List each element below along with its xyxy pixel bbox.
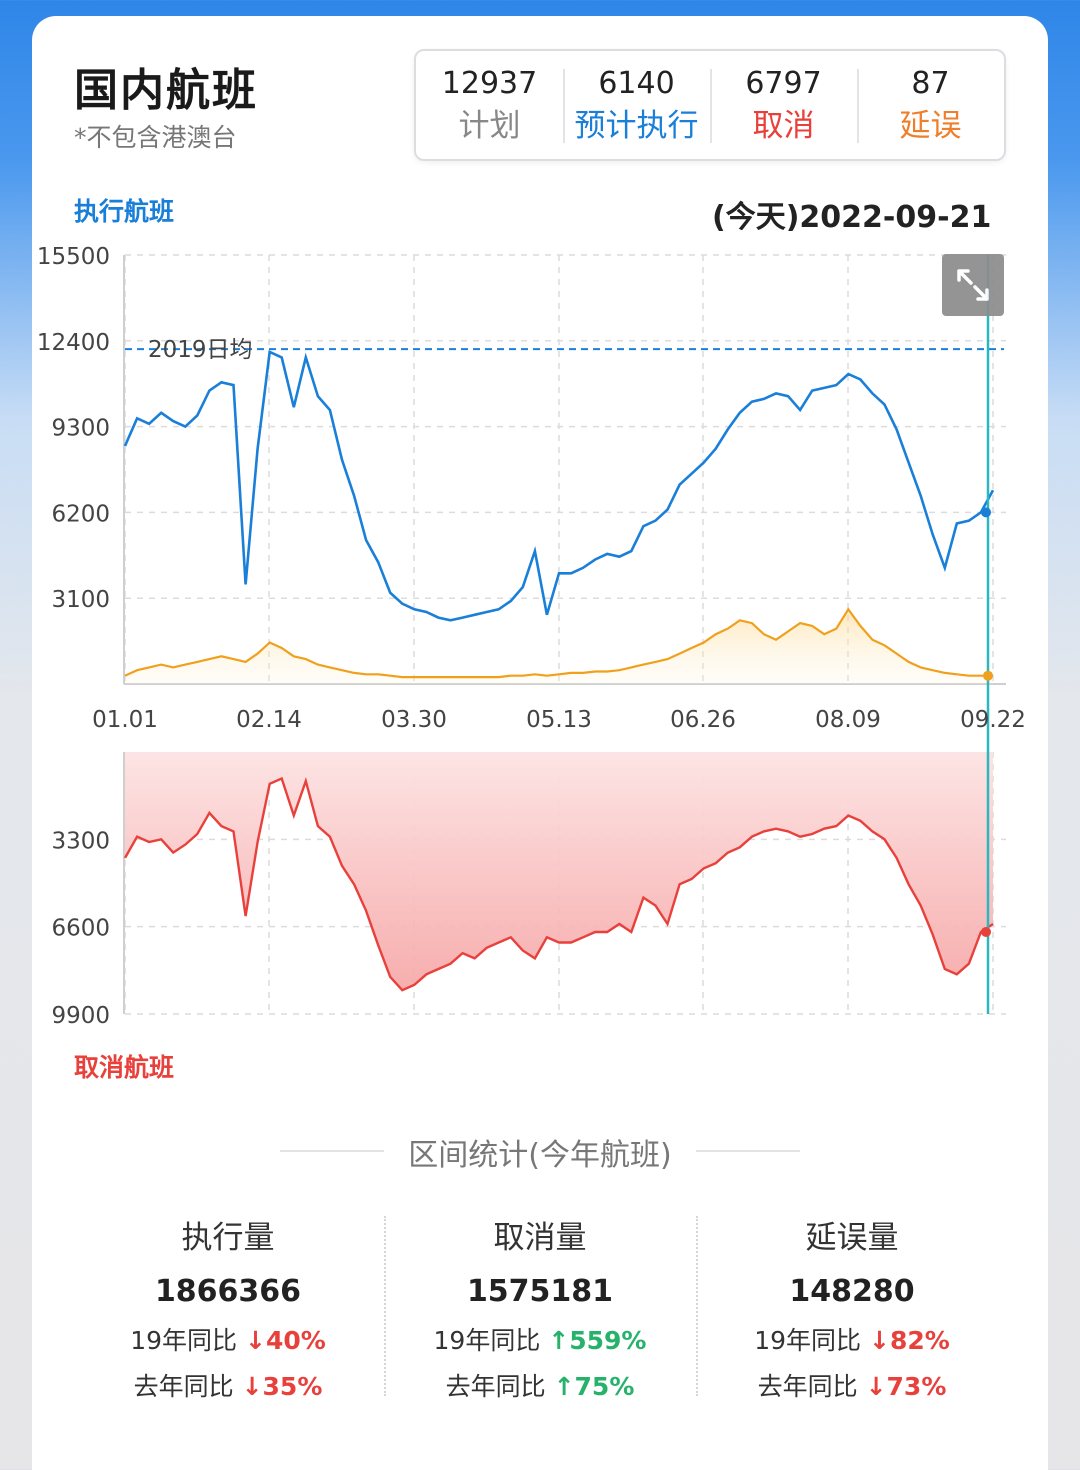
arrow-down-icon: ↓ [244, 1326, 266, 1355]
summary-executed-value: 1866366 [154, 1274, 302, 1309]
summary-executed-yoy: 去年同比 ↓35% [72, 1364, 384, 1410]
cancelled-series-line [123, 776, 994, 992]
divider-left [280, 1150, 384, 1152]
stat-delayed[interactable]: 87 延误 [857, 51, 1004, 159]
summary-cancelled-yoy19: 19年同比 ↑559% [384, 1318, 696, 1364]
yoy19-value: 40% [265, 1326, 326, 1355]
yoy19-value: 559% [569, 1326, 647, 1355]
yoy-label: 去年同比 [133, 1372, 234, 1401]
yoy-label: 去年同比 [757, 1372, 858, 1401]
stat-cancelled[interactable]: 6797 取消 [710, 51, 857, 159]
summary-header: 区间统计(今年航班) [280, 1130, 800, 1174]
summary-cancelled: 取消量 1575181 19年同比 ↑559% 去年同比 ↑75% [384, 1210, 696, 1410]
x-tick-label: 03.30 [381, 707, 447, 733]
yoy19-label: 19年同比 [754, 1326, 862, 1355]
executed-legend: 执行航班 [74, 197, 175, 226]
yoy-label: 去年同比 [445, 1372, 546, 1401]
summary-cancelled-yoy: 去年同比 ↑75% [384, 1364, 696, 1410]
reference-line-label: 2019日均 [148, 337, 253, 363]
y-tick-label: 6600 [51, 916, 110, 942]
summary-executed: 执行量 1866366 19年同比 ↓40% 去年同比 ↓35% [72, 1210, 384, 1410]
x-tick-label: 02.14 [236, 707, 302, 733]
yoy-value: 35% [262, 1372, 323, 1401]
summary-delayed-yoy: 去年同比 ↓73% [696, 1364, 1008, 1410]
y-tick-label: 9900 [51, 1003, 110, 1029]
arrow-down-icon: ↓ [868, 1326, 890, 1355]
current-date: (今天)2022-09-21 [712, 200, 992, 235]
y-tick-label: 3300 [51, 828, 110, 854]
y-tick-label: 12400 [37, 330, 110, 356]
delayed-current-point [983, 670, 993, 681]
arrow-up-icon: ↑ [553, 1372, 575, 1401]
x-tick-label: 08.09 [815, 707, 881, 733]
daily-stats-panel: 12937 计划 6140 预计执行 6797 取消 87 延误 [414, 49, 1006, 161]
summary-delayed-yoy19: 19年同比 ↓82% [696, 1318, 1008, 1364]
x-tick-label: 01.01 [92, 707, 158, 733]
y-tick-label: 9300 [51, 416, 110, 442]
yoy19-label: 19年同比 [130, 1326, 238, 1355]
divider-right [696, 1150, 800, 1152]
arrow-up-icon: ↑ [548, 1326, 570, 1355]
x-tick-label: 09.22 [960, 707, 1026, 733]
executed-current-point [981, 507, 991, 518]
summary-executed-yoy19: 19年同比 ↓40% [72, 1318, 384, 1364]
stat-delayed-label: 延误 [899, 108, 962, 144]
summary-executed-title: 执行量 [181, 1220, 275, 1256]
x-tick-label: 05.13 [526, 707, 592, 733]
yoy19-label: 19年同比 [433, 1326, 541, 1355]
y-tick-label: 3100 [51, 587, 110, 613]
page-title: 国内航班 [74, 65, 258, 116]
stat-planned-label: 计划 [458, 108, 521, 144]
executed-series-line [123, 349, 995, 622]
delayed-series-line [124, 607, 993, 679]
stat-planned[interactable]: 12937 计划 [416, 51, 563, 159]
expand-icon [957, 269, 989, 301]
stat-planned-value: 12937 [441, 66, 538, 101]
summary-stats: 执行量 1866366 19年同比 ↓40% 去年同比 ↓35% 取消量 157… [72, 1210, 1008, 1410]
cancelled-area [125, 752, 993, 991]
summary-delayed-value: 148280 [789, 1274, 915, 1309]
summary-delayed-title: 延误量 [805, 1220, 899, 1256]
cancelled-legend: 取消航班 [74, 1053, 175, 1082]
arrow-down-icon: ↓ [241, 1372, 263, 1401]
yoy-value: 73% [886, 1372, 947, 1401]
summary-title: 区间统计(今年航班) [408, 1138, 672, 1173]
summary-cancelled-value: 1575181 [466, 1274, 614, 1309]
x-tick-label: 06.26 [670, 707, 736, 733]
flight-chart[interactable]: 2019日均 15500 12400 9300 6200 3100 01.01 02.14 0… [0, 0, 1080, 1040]
delayed-area [125, 609, 993, 684]
stat-executed-label: 预计执行 [574, 108, 699, 144]
summary-delayed: 延误量 148280 19年同比 ↓82% 去年同比 ↓73% [696, 1210, 1008, 1410]
stat-cancelled-label: 取消 [752, 108, 815, 144]
summary-cancelled-title: 取消量 [493, 1220, 587, 1256]
stat-executed[interactable]: 6140 预计执行 [563, 51, 710, 159]
arrow-down-icon: ↓ [865, 1372, 887, 1401]
stat-executed-value: 6140 [598, 66, 675, 101]
yoy19-value: 82% [889, 1326, 950, 1355]
stat-delayed-value: 87 [911, 66, 950, 101]
stat-cancelled-value: 6797 [745, 66, 822, 101]
cancelled-current-point [981, 926, 991, 937]
page-subtitle: *不包含港澳台 [74, 123, 237, 152]
y-tick-label: 15500 [37, 244, 110, 270]
fullscreen-button[interactable] [942, 254, 1004, 316]
y-tick-label: 6200 [51, 501, 110, 527]
content-card [32, 16, 1048, 1470]
yoy-value: 75% [574, 1372, 635, 1401]
